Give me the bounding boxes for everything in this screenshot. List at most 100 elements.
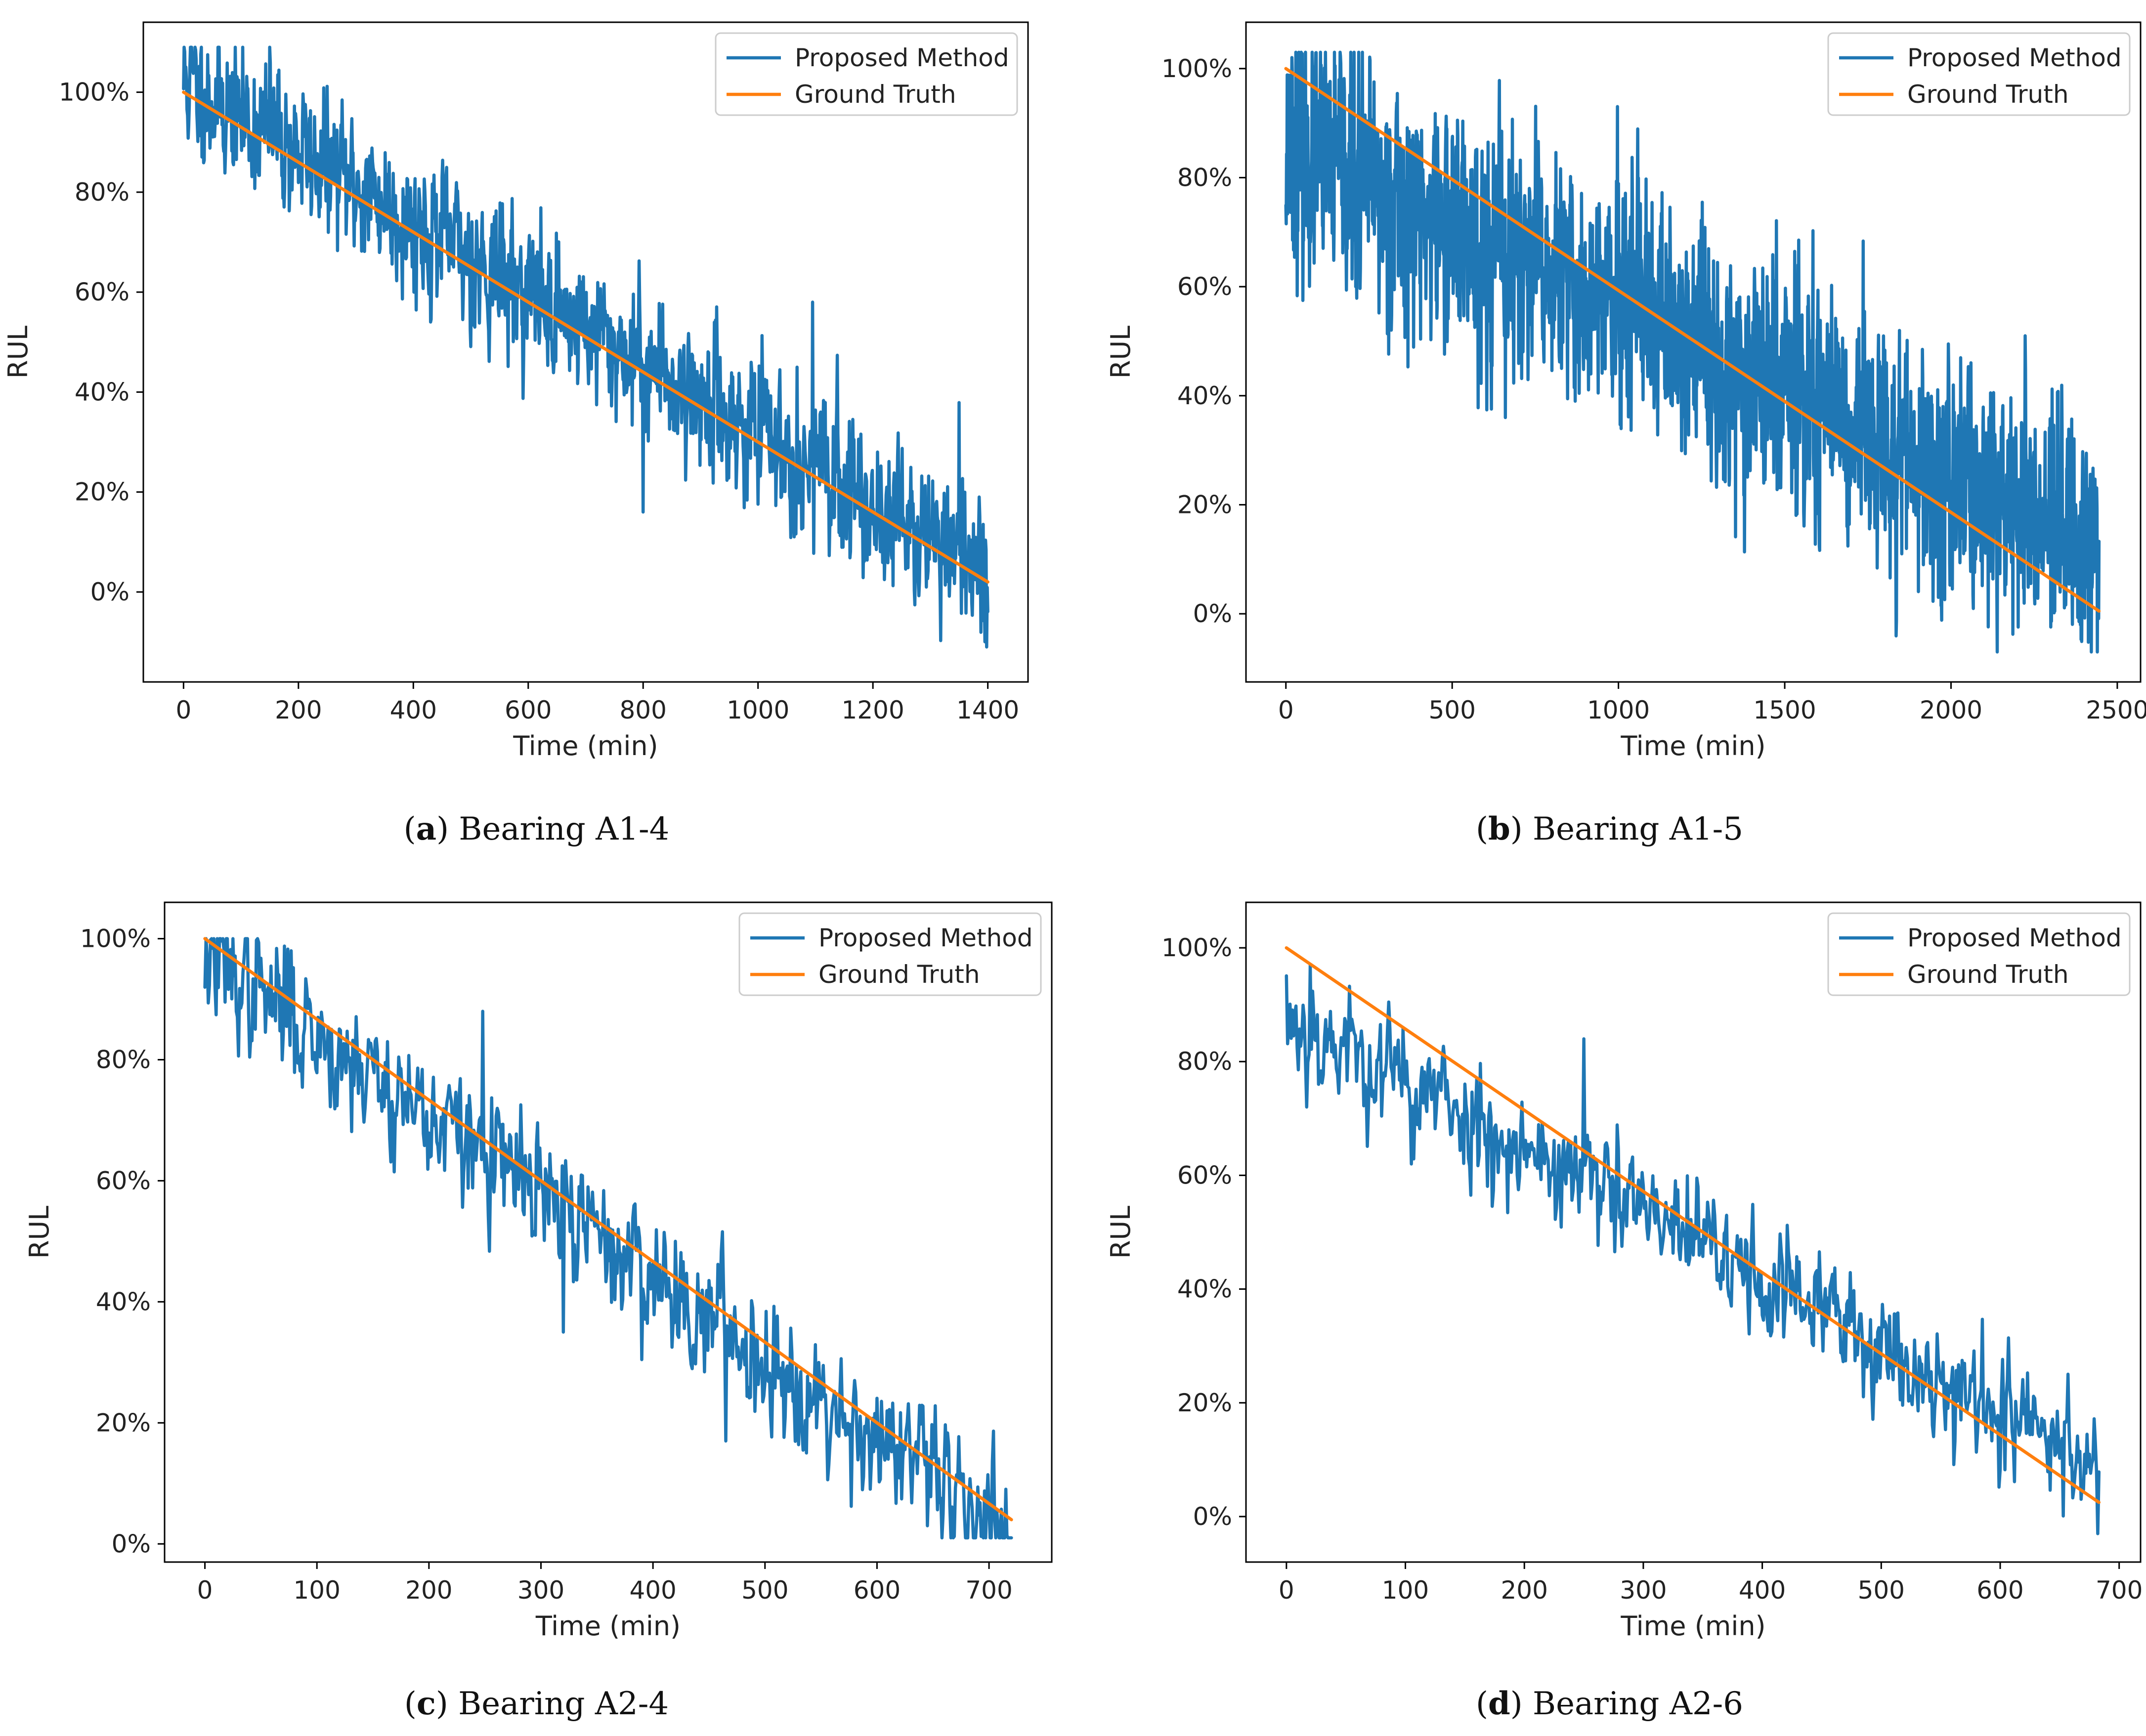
legend-label: Proposed Method (818, 924, 1033, 952)
caption-text: Bearing A1-4 (459, 811, 670, 847)
x-tick-label: 0 (1278, 696, 1294, 724)
x-tick-label: 700 (2096, 1576, 2143, 1605)
series-line-ground-truth (1284, 67, 2101, 613)
x-tick-label: 1000 (727, 696, 789, 724)
x-tick-label: 0 (1279, 1576, 1294, 1605)
plot-area (203, 937, 1013, 1540)
chart-panel-b: 0 500 1000 1500 2000 2500 0% 20% 40% 60% 80% 100% Ti… (1105, 21, 2146, 762)
chart-panel-d: 0 100 200 300 400 500 600 700 0% 20% 40% 60% 80% 100%… (1105, 901, 2143, 1642)
y-tick-label: 80% (1177, 163, 1232, 192)
y-tick-label: 20% (75, 478, 129, 507)
legend: Proposed Method Ground Truth (1827, 912, 2131, 996)
x-tick-label: 0 (197, 1576, 213, 1605)
x-tick-label: 500 (1858, 1576, 1905, 1605)
series-line-ground-truth (182, 90, 989, 584)
caption-b: (b) Bearing A1-5 (1476, 810, 1743, 847)
y-tick-label: 20% (96, 1408, 151, 1437)
x-tick-label: 500 (741, 1576, 788, 1605)
x-tick-label: 200 (1501, 1576, 1547, 1605)
y-tick-label: 80% (1177, 1047, 1232, 1076)
caption-letter: b (1488, 810, 1510, 847)
x-tick-label: 300 (517, 1576, 564, 1605)
y-tick-label: 40% (75, 378, 129, 406)
y-tick-label: 0% (1193, 1502, 1232, 1531)
y-tick-label: 20% (1177, 490, 1232, 519)
caption-text: Bearing A2-6 (1533, 1686, 1743, 1722)
x-tick-label: 400 (1739, 1576, 1786, 1605)
x-tick-label: 2000 (1920, 696, 1982, 724)
y-tick-label: 40% (1177, 1275, 1232, 1304)
plot-area (1284, 50, 2101, 654)
series-line-proposed-method (203, 937, 1013, 1540)
x-tick-label: 2500 (2086, 696, 2146, 724)
x-axis-label: Time (min) (535, 1610, 681, 1642)
plot-area (1285, 946, 2101, 1535)
legend: Proposed Method Ground Truth (738, 912, 1042, 996)
y-tick-label: 60% (1177, 1161, 1232, 1189)
caption-letter: c (416, 1685, 436, 1722)
x-tick-label: 600 (505, 696, 552, 724)
x-tick-label: 1000 (1587, 696, 1650, 724)
caption-d: (d) Bearing A2-6 (1476, 1685, 1743, 1722)
y-tick-label: 60% (75, 278, 129, 306)
x-tick-label: 100 (294, 1576, 341, 1605)
x-tick-label: 400 (390, 696, 437, 724)
y-axis-label: RUL (2, 326, 34, 379)
x-tick-label: 200 (275, 696, 322, 724)
legend-box (1827, 912, 2131, 996)
y-tick-label: 80% (96, 1045, 151, 1074)
legend-box (738, 912, 1042, 996)
axes-frame (1245, 21, 2142, 683)
series-line-proposed-method (1285, 963, 2101, 1535)
y-tick-label: 100% (59, 78, 129, 107)
x-tick-label: 500 (1428, 696, 1475, 724)
caption-text: Bearing A2-4 (458, 1686, 669, 1722)
series-line-ground-truth (1285, 946, 2101, 1504)
y-axis-label: RUL (24, 1206, 55, 1259)
x-tick-label: 100 (1382, 1576, 1429, 1605)
x-tick-label: 700 (965, 1576, 1012, 1605)
caption-text: Bearing A1-5 (1533, 811, 1743, 847)
y-tick-label: 60% (1177, 272, 1232, 301)
y-tick-label: 40% (1177, 381, 1232, 410)
x-tick-label: 200 (405, 1576, 452, 1605)
x-tick-label: 600 (1976, 1576, 2023, 1605)
x-tick-label: 800 (620, 696, 667, 724)
y-tick-label: 20% (1177, 1389, 1232, 1417)
plot-area (182, 45, 989, 649)
legend-label: Ground Truth (818, 960, 980, 989)
legend-box (1827, 32, 2131, 116)
chart-panel-a: 0 200 400 600 800 1000 1200 1400 0% 20% 40% 60% 80% 1… (2, 21, 1029, 762)
x-tick-label: 600 (854, 1576, 901, 1605)
legend-label: Proposed Method (1907, 43, 2122, 72)
axes-frame (164, 901, 1053, 1563)
legend-label: Ground Truth (1907, 960, 2069, 989)
x-tick-label: 1500 (1753, 696, 1816, 724)
legend-label: Ground Truth (795, 80, 956, 109)
y-tick-label: 60% (96, 1166, 151, 1195)
x-axis-label: Time (min) (513, 730, 658, 762)
legend-box (715, 32, 1018, 116)
legend-label: Ground Truth (1907, 80, 2069, 109)
legend: Proposed Method Ground Truth (715, 32, 1018, 116)
axes-frame (1245, 901, 2142, 1563)
y-tick-label: 100% (1161, 933, 1232, 962)
y-tick-label: 100% (80, 924, 151, 953)
series-line-proposed-method (182, 45, 989, 649)
chart-panel-c: 0 100 200 300 400 500 600 700 0% 20% 40% 60% 80% 100%… (24, 901, 1053, 1642)
y-tick-label: 0% (90, 578, 129, 606)
x-tick-label: 400 (629, 1576, 676, 1605)
series-line-ground-truth (203, 937, 1013, 1522)
y-tick-label: 40% (96, 1287, 151, 1316)
series-line-proposed-method (1284, 50, 2101, 654)
caption-a: (a) Bearing A1-4 (403, 810, 670, 847)
x-tick-label: 1200 (842, 696, 904, 724)
caption-c: (c) Bearing A2-4 (404, 1685, 669, 1722)
axes-frame (142, 21, 1029, 683)
x-tick-label: 300 (1620, 1576, 1667, 1605)
x-tick-label: 1400 (956, 696, 1019, 724)
y-tick-label: 100% (1161, 54, 1232, 83)
y-axis-label: RUL (1105, 1206, 1136, 1259)
legend-label: Proposed Method (1907, 924, 2122, 952)
